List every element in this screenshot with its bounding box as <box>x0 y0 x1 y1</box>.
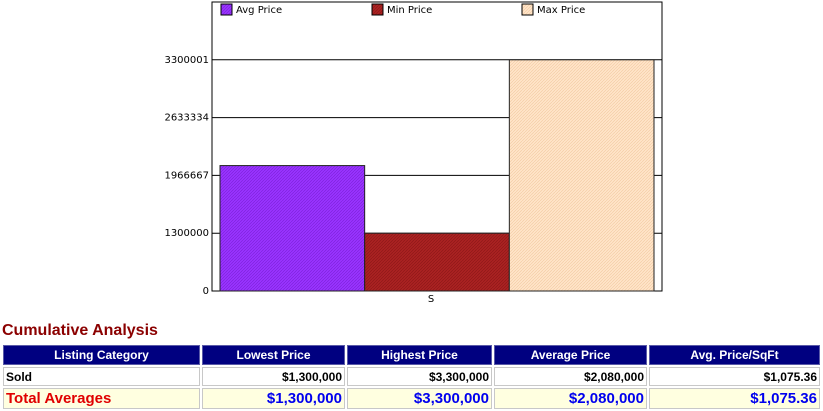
totals-lowest: $1,300,000 <box>202 388 345 409</box>
totals-highest: $3,300,000 <box>347 388 492 409</box>
legend-label: Avg Price <box>236 5 282 16</box>
bar-max-price <box>508 59 655 292</box>
header-listing-category: Listing Category <box>3 345 200 365</box>
legend-swatch <box>220 3 233 16</box>
price-chart: 0 1300000 1966667 2633334 3300001 S Avg Price… <box>164 1 663 305</box>
row-lowest: $1,300,000 <box>202 367 345 386</box>
totals-label: Total Averages <box>3 388 200 409</box>
legend-swatch <box>371 3 384 16</box>
legend-swatch <box>521 3 534 16</box>
row-per-sqft: $1,075.36 <box>649 367 820 386</box>
row-category: Sold <box>3 367 200 386</box>
header-average-price: Average Price <box>494 345 647 365</box>
table-header-row: Listing Category Lowest Price Highest Pr… <box>3 345 820 365</box>
header-avg-price-sqft: Avg. Price/SqFt <box>649 345 820 365</box>
totals-average: $2,080,000 <box>494 388 647 409</box>
analysis-table: Listing Category Lowest Price Highest Pr… <box>1 343 822 411</box>
y-tick-label: 3300001 <box>164 55 209 66</box>
row-average: $2,080,000 <box>494 367 647 386</box>
bar-min-price <box>364 232 510 292</box>
bar-avg-price <box>219 165 366 292</box>
legend-label: Max Price <box>537 5 585 16</box>
row-highest: $3,300,000 <box>347 367 492 386</box>
y-tick-label: 2633334 <box>164 113 209 124</box>
section-title: Cumulative Analysis <box>2 322 158 339</box>
y-tick-label: 0 <box>203 286 209 297</box>
x-tick-label: S <box>428 294 434 305</box>
y-tick-label: 1300000 <box>164 228 209 239</box>
header-lowest-price: Lowest Price <box>202 345 345 365</box>
y-tick-label: 1966667 <box>164 170 209 181</box>
totals-row: Total Averages $1,300,000 $3,300,000 $2,… <box>3 388 820 409</box>
totals-per-sqft: $1,075.36 <box>649 388 820 409</box>
header-highest-price: Highest Price <box>347 345 492 365</box>
legend-label: Min Price <box>387 5 432 16</box>
table-row: Sold $1,300,000 $3,300,000 $2,080,000 $1… <box>3 367 820 386</box>
